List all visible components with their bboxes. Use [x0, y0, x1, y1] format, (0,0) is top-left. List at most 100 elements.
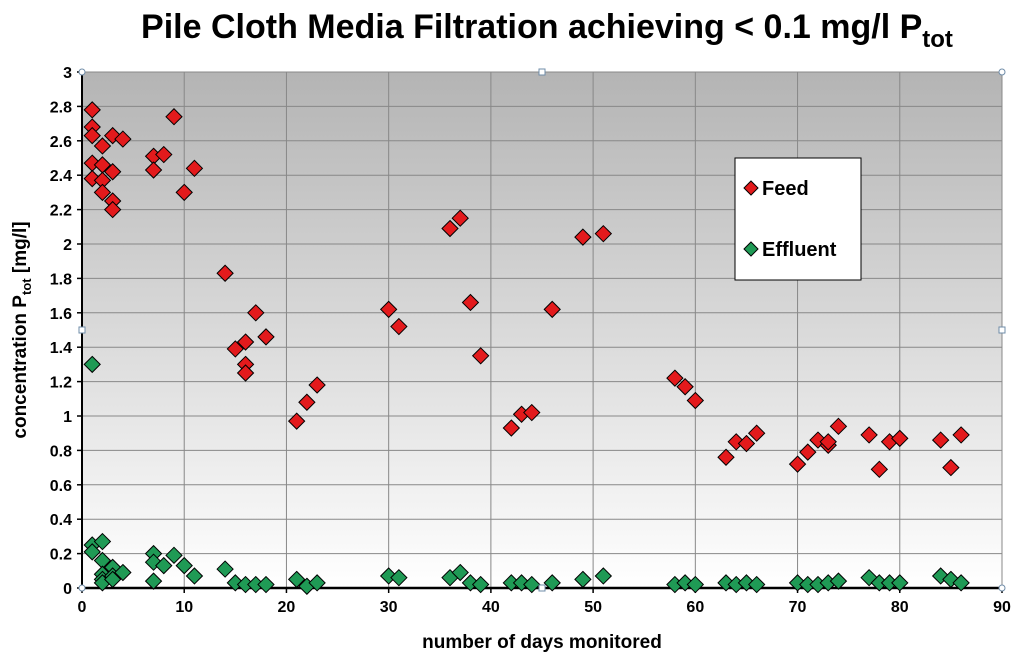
effluent-data-point [287, 570, 306, 589]
selection-handle-bottom-middle[interactable] [538, 584, 546, 592]
feed-data-point [594, 224, 613, 243]
effluent-data-point [144, 553, 163, 571]
legend-marker-effluent [743, 241, 759, 257]
y-tick-label: 3 [63, 65, 72, 82]
effluent-data-point [165, 546, 183, 565]
feed-data-point [471, 347, 490, 365]
effluent-data-point [952, 574, 970, 592]
feed-data-point [523, 403, 541, 422]
effluent-data-point [185, 567, 204, 585]
effluent-data-point [83, 355, 101, 374]
x-tick-label: 10 [175, 599, 193, 616]
feed-data-point [83, 101, 101, 119]
y-tick-label: 1.8 [50, 271, 72, 288]
y-tick-labels: 0 0.2 0.4 0.6 0.8 1 1.2 1.4 1.6 1.8 2 2.2 2.4 2.6 2.8 3 [50, 65, 82, 598]
feed-data-point [379, 300, 398, 319]
y-axis-label: concentration Ptot [mg/l] [10, 221, 34, 438]
y-tick-label: 2.6 [50, 134, 72, 151]
legend-box [734, 157, 862, 281]
selection-handle-top-left[interactable] [78, 68, 86, 76]
feed-data-point [747, 424, 766, 442]
effluent-data-point [144, 572, 163, 590]
y-tick-label: 0.8 [50, 443, 72, 460]
feed-data-point [717, 448, 735, 466]
selection-handle-bottom-right[interactable] [998, 584, 1006, 592]
selection-handle-top-right[interactable] [998, 68, 1006, 76]
effluent-data-point [512, 574, 531, 592]
effluent-data-point [829, 572, 848, 590]
effluent-data-point [114, 563, 132, 582]
chart-title-subscript: tot [922, 26, 953, 53]
effluent-data-point [379, 567, 398, 585]
selection-handle-middle-left[interactable] [78, 326, 86, 334]
chart-title: Pile Cloth Media Filtration achieving < … [141, 8, 953, 53]
x-tick-labels: 0 10 20 30 40 50 60 70 80 90 [78, 588, 1011, 616]
effluent-data-point [686, 575, 705, 594]
feed-data-point [390, 317, 408, 336]
feed-data-point [103, 126, 122, 145]
feed-data-point [666, 369, 684, 387]
effluent-data-point [93, 532, 112, 551]
effluent-data-point [523, 575, 541, 594]
x-tick-label: 30 [380, 599, 398, 616]
legend-label-effluent: Effluent [762, 239, 837, 261]
effluent-data-point [216, 560, 234, 578]
legend-label-feed: Feed [762, 178, 809, 200]
effluent-data-point [175, 556, 193, 575]
feed-data-point [185, 159, 204, 178]
feed-data-point [891, 429, 909, 448]
effluent-data-point [257, 575, 275, 594]
feed-data-point [257, 328, 275, 346]
y-axis-label-unit: [mg/l] [10, 221, 31, 278]
feed-data-point [686, 391, 705, 410]
chart-selection-handles[interactable] [78, 68, 1006, 592]
feed-data-point [114, 130, 132, 148]
feed-data-point [676, 378, 694, 396]
feed-data-point [236, 333, 255, 351]
x-tick-label: 60 [686, 599, 704, 616]
feed-data-point [103, 163, 122, 181]
feed-data-point [308, 376, 326, 394]
feed-data-point [860, 426, 878, 444]
effluent-data-point [747, 575, 766, 594]
y-axis-label-subscript: tot [19, 278, 34, 295]
feed-data-point [298, 393, 316, 411]
effluent-data-point [942, 570, 960, 589]
selection-handle-middle-right[interactable] [998, 326, 1006, 334]
selection-handle-top-middle[interactable] [538, 68, 546, 76]
y-tick-label: 0.6 [50, 478, 72, 495]
chart-title-main: Pile Cloth Media Filtration achieving < … [141, 8, 922, 46]
feed-data-point [461, 293, 480, 312]
y-tick-label: 0.2 [50, 547, 72, 564]
y-tick-label: 2.4 [50, 168, 72, 185]
effluent-data-point [931, 567, 950, 585]
feed-data-point [216, 264, 234, 282]
legend-marker-feed [743, 180, 759, 196]
feed-data-point [502, 419, 521, 437]
x-tick-label: 0 [78, 599, 87, 616]
feed-data-point [788, 455, 807, 473]
effluent-data-point [390, 568, 408, 587]
feed-data-point [287, 412, 306, 430]
feed-data-point [942, 458, 960, 477]
effluent-data-point [155, 556, 173, 575]
feed-data-point [543, 300, 561, 319]
effluent-data-point [594, 567, 613, 585]
x-tick-label: 40 [482, 599, 500, 616]
effluent-data-point [543, 574, 561, 592]
feed-data-point [737, 434, 756, 453]
plot-area [82, 72, 1002, 588]
selection-handle-bottom-left[interactable] [78, 584, 86, 592]
effluent-data-point [471, 575, 490, 594]
feed-data-point [247, 304, 265, 322]
effluent-data-point [451, 563, 469, 582]
effluent-data-point [308, 574, 326, 592]
feed-data-point [175, 183, 193, 202]
feed-data-point [451, 209, 469, 227]
x-tick-label: 80 [891, 599, 909, 616]
y-tick-label: 0 [63, 581, 72, 598]
y-tick-label: 1.6 [50, 306, 72, 323]
x-tick-label: 90 [993, 599, 1011, 616]
y-tick-label: 2.2 [50, 203, 72, 220]
